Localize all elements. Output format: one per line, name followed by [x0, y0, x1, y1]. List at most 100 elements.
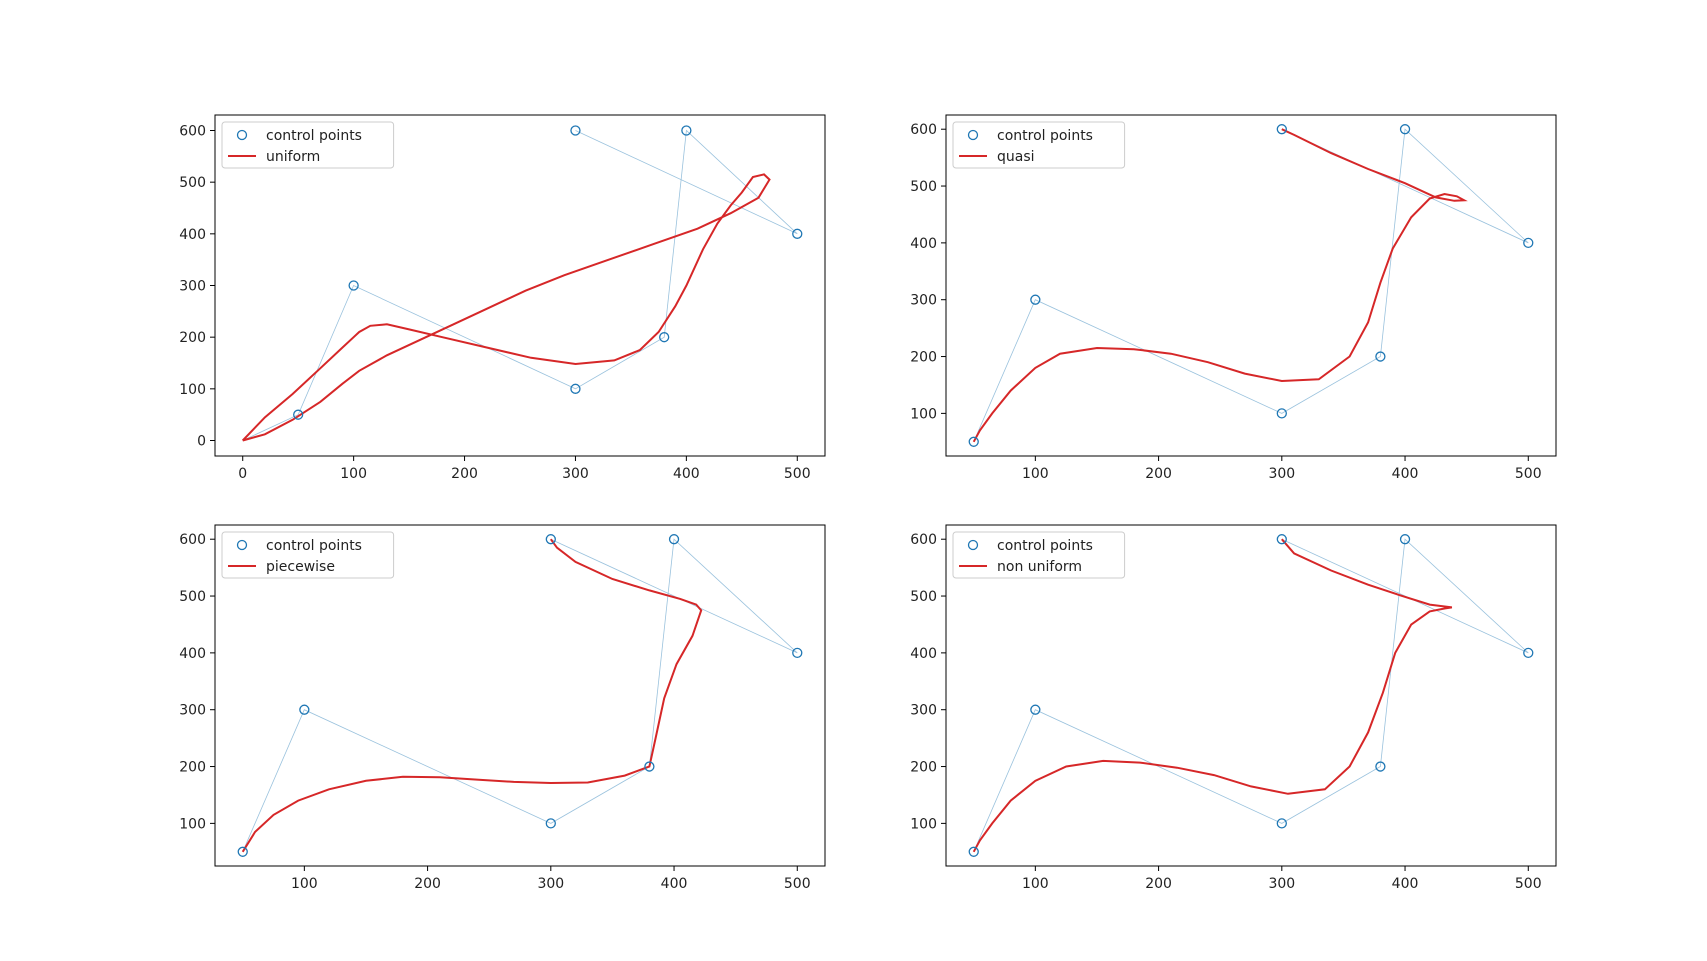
- subplot-2: 100 200 300 400 500 100 200 300 400 500 600 control…: [910, 114, 1557, 482]
- legend-box: [952, 531, 1126, 579]
- x-tick-label: 400: [1392, 466, 1419, 482]
- plot-area: [968, 124, 1534, 447]
- control-point-marker: [681, 125, 692, 136]
- plot-area: [241, 125, 803, 442]
- control-point-marker: [1276, 818, 1287, 829]
- x-tick-label: 400: [1392, 876, 1419, 892]
- y-tick-label: 500: [910, 179, 937, 195]
- y-tick-label: 600: [910, 532, 937, 548]
- x-tick-label: 500: [784, 466, 811, 482]
- legend-box: [221, 531, 395, 579]
- x-tick-label: 200: [1145, 466, 1172, 482]
- control-point-marker: [644, 761, 655, 772]
- x-tick-label: 100: [291, 876, 318, 892]
- control-point-marker: [792, 228, 803, 239]
- y-tick-label: 200: [179, 330, 206, 346]
- control-point-marker: [968, 436, 979, 447]
- control-point-marker: [968, 846, 979, 857]
- control-polygon-line: [242, 538, 798, 852]
- y-tick-label: 400: [179, 646, 206, 662]
- control-point-marker: [1523, 647, 1534, 659]
- control-point-marker: [1276, 408, 1287, 419]
- curve-piecewise: [241, 538, 703, 853]
- legend-marker-control-points: [967, 129, 979, 141]
- y-tick-label: 100: [179, 816, 206, 832]
- y-tick-label: 600: [179, 124, 206, 140]
- legend-marker-control-points: [236, 129, 248, 141]
- y-tick-label: 300: [910, 703, 937, 719]
- y-tick-label: 200: [179, 760, 206, 776]
- control-point-marker: [570, 383, 581, 394]
- y-tick-label: 0: [197, 434, 206, 450]
- control-point-marker: [659, 332, 670, 343]
- plot-area: [237, 534, 803, 857]
- control-point-marker: [792, 647, 803, 659]
- legend-marker-control-points: [967, 539, 979, 551]
- control-point-marker: [1399, 124, 1411, 135]
- control-point-marker: [1375, 351, 1386, 362]
- x-tick-label: 400: [661, 876, 688, 892]
- legend-label-curve: uniform: [266, 149, 320, 165]
- x-tick-label: 100: [340, 466, 367, 482]
- legend-label-curve: non uniform: [997, 559, 1082, 575]
- control-point-marker: [1276, 534, 1287, 545]
- y-tick-label: 300: [179, 703, 206, 719]
- control-point-marker: [668, 534, 680, 545]
- control-point-marker: [1399, 534, 1411, 545]
- x-tick-label: 500: [1515, 876, 1542, 892]
- legend-label-control-points: control points: [266, 538, 362, 554]
- control-polygon-line: [973, 538, 1529, 852]
- legend-marker-control-points: [236, 539, 248, 551]
- curve-non-uniform: [972, 538, 1453, 853]
- control-point-marker: [1276, 124, 1287, 135]
- axes-frame: [945, 114, 1557, 457]
- x-tick-label: 400: [673, 466, 700, 482]
- legend-label-control-points: control points: [997, 128, 1093, 144]
- legend-label-curve: quasi: [997, 149, 1035, 165]
- y-tick-label: 600: [910, 122, 937, 138]
- y-tick-label: 500: [910, 589, 937, 605]
- x-tick-label: 300: [562, 466, 589, 482]
- control-point-marker: [237, 846, 248, 857]
- control-point-marker: [1030, 294, 1041, 305]
- legend: control points piecewise: [221, 531, 395, 579]
- subplot-1: 0 100 200 300 400 500 0 100 200 300 400 500 600 contr…: [179, 114, 826, 482]
- x-tick-label: 200: [414, 876, 441, 892]
- y-tick-label: 600: [179, 532, 206, 548]
- control-point-marker: [1375, 761, 1386, 772]
- curve-quasi: [972, 128, 1468, 443]
- y-tick-label: 300: [910, 293, 937, 309]
- legend: control points uniform: [221, 121, 395, 169]
- x-tick-label: 100: [1022, 466, 1049, 482]
- y-tick-label: 500: [179, 589, 206, 605]
- control-point-marker: [570, 125, 581, 136]
- axes-frame: [945, 524, 1557, 867]
- legend: control points quasi: [952, 121, 1126, 169]
- control-polygon-line: [973, 128, 1529, 442]
- x-tick-label: 300: [1268, 876, 1295, 892]
- plot-area: [968, 534, 1534, 857]
- x-tick-label: 300: [1268, 466, 1295, 482]
- legend-box: [221, 121, 395, 169]
- legend-label-curve: piecewise: [266, 559, 335, 575]
- control-point-marker: [299, 704, 310, 715]
- y-tick-label: 400: [910, 236, 937, 252]
- x-tick-label: 200: [1145, 876, 1172, 892]
- control-point-marker: [293, 409, 304, 420]
- x-tick-label: 100: [1022, 876, 1049, 892]
- legend: control points non uniform: [952, 531, 1126, 579]
- legend-box: [952, 121, 1126, 169]
- control-point-marker: [545, 534, 556, 545]
- y-tick-label: 100: [179, 382, 206, 398]
- y-tick-label: 500: [179, 175, 206, 191]
- control-point-marker: [1523, 237, 1534, 249]
- y-tick-label: 400: [179, 227, 206, 243]
- y-tick-label: 300: [179, 279, 206, 295]
- x-tick-label: 300: [537, 876, 564, 892]
- axes-frame: [214, 524, 826, 867]
- control-polygon-line: [242, 129, 798, 441]
- x-tick-label: 500: [784, 876, 811, 892]
- x-tick-label: 500: [1515, 466, 1542, 482]
- y-tick-label: 400: [910, 646, 937, 662]
